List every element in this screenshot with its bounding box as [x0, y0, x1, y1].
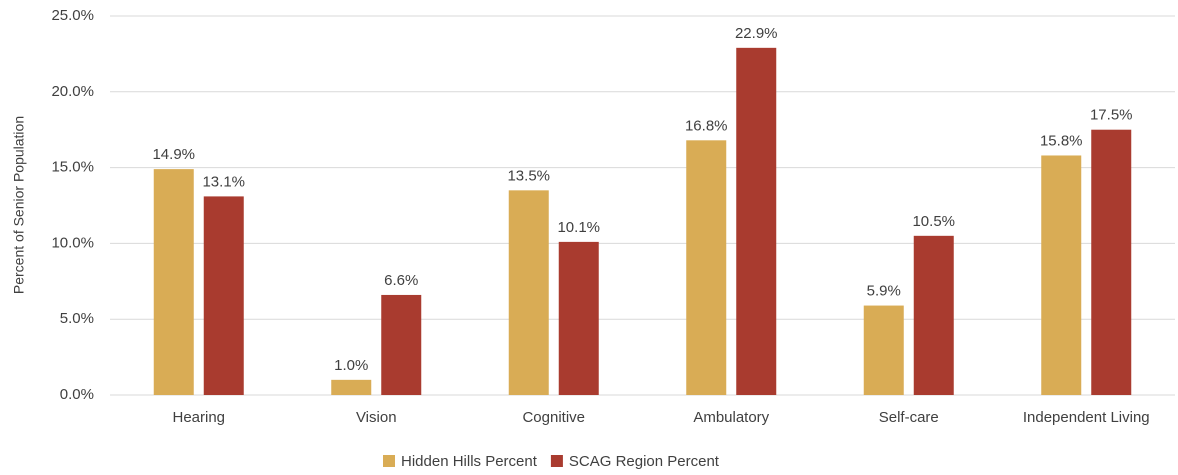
value-label: 16.8% [685, 117, 728, 134]
legend-label: SCAG Region Percent [569, 453, 720, 470]
bar [331, 379, 372, 395]
bar [381, 294, 422, 395]
value-label: 10.5% [912, 213, 955, 230]
bar [1041, 155, 1082, 395]
value-label: 5.9% [867, 283, 901, 300]
bar [558, 241, 599, 395]
bar [736, 47, 777, 395]
x-tick-label: Hearing [172, 409, 225, 426]
x-tick-label: Ambulatory [693, 409, 769, 426]
y-axis-title: Percent of Senior Population [11, 116, 27, 294]
value-label: 15.8% [1040, 132, 1083, 149]
bar [203, 196, 244, 395]
y-tick-label: 5.0% [60, 310, 94, 327]
bar [863, 305, 904, 395]
legend-swatch [550, 455, 563, 467]
bar [1091, 129, 1132, 395]
value-label: 13.5% [507, 167, 550, 184]
y-tick-label: 15.0% [51, 159, 94, 176]
legend-label: Hidden Hills Percent [401, 453, 538, 470]
legend-swatch [383, 455, 395, 467]
y-tick-label: 10.0% [51, 234, 94, 251]
x-tick-label: Vision [356, 409, 397, 426]
bar [913, 235, 954, 395]
value-label: 1.0% [334, 357, 368, 374]
value-label: 10.1% [557, 219, 600, 236]
bar [153, 169, 194, 395]
bar [508, 190, 549, 395]
y-tick-label: 20.0% [51, 83, 94, 100]
value-label: 6.6% [384, 272, 418, 289]
value-label: 13.1% [202, 173, 245, 190]
bar [686, 140, 727, 395]
y-tick-label: 25.0% [51, 7, 94, 24]
x-tick-label: Self-care [879, 409, 939, 426]
x-tick-label: Cognitive [522, 409, 585, 426]
value-label: 14.9% [152, 146, 195, 163]
value-label: 22.9% [735, 25, 778, 42]
value-label: 17.5% [1090, 107, 1133, 124]
y-tick-label: 0.0% [60, 386, 94, 403]
x-tick-label: Independent Living [1023, 409, 1150, 426]
